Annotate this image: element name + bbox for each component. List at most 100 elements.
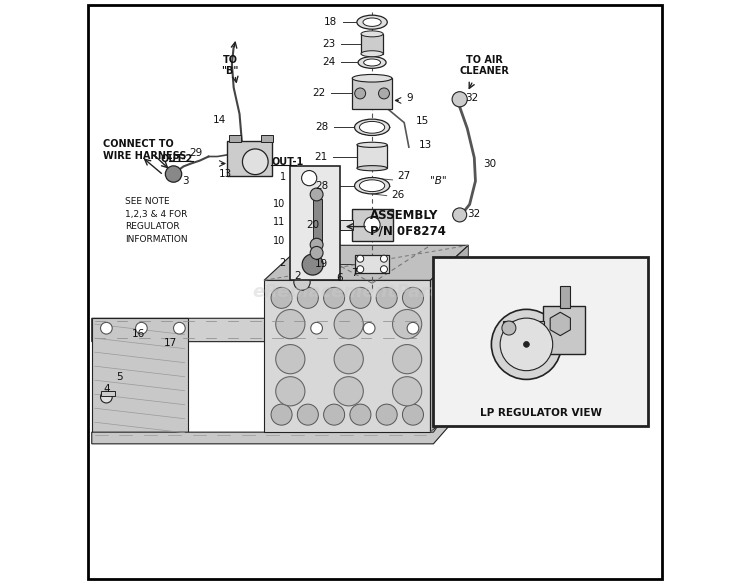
Text: TO AIR
CLEANER: TO AIR CLEANER — [460, 55, 510, 76]
Text: 23: 23 — [322, 39, 335, 49]
Circle shape — [452, 92, 467, 107]
Circle shape — [323, 287, 345, 308]
Circle shape — [276, 377, 305, 406]
Text: 10: 10 — [274, 199, 286, 210]
Bar — [227, 141, 272, 176]
Bar — [261, 135, 273, 142]
Bar — [100, 391, 115, 396]
Circle shape — [302, 171, 316, 186]
Polygon shape — [430, 245, 469, 432]
Text: 11: 11 — [274, 217, 286, 227]
Ellipse shape — [364, 59, 380, 66]
Circle shape — [403, 287, 424, 308]
Circle shape — [100, 391, 112, 403]
Polygon shape — [264, 280, 430, 432]
Circle shape — [380, 255, 388, 262]
Bar — [433, 257, 648, 426]
Circle shape — [364, 217, 380, 233]
Circle shape — [355, 88, 366, 99]
Text: 28: 28 — [315, 180, 328, 191]
Text: 5: 5 — [116, 371, 122, 382]
Polygon shape — [92, 403, 454, 444]
Text: 27: 27 — [398, 171, 410, 182]
Circle shape — [310, 322, 322, 334]
Bar — [352, 209, 392, 241]
Text: 30: 30 — [483, 158, 496, 169]
Circle shape — [392, 377, 422, 406]
Text: 7: 7 — [351, 268, 358, 279]
Circle shape — [294, 274, 310, 290]
Text: 3: 3 — [182, 176, 188, 186]
Text: 29: 29 — [190, 148, 202, 158]
Circle shape — [334, 377, 363, 406]
Polygon shape — [264, 245, 469, 280]
Bar — [352, 78, 392, 109]
Text: 1: 1 — [280, 172, 286, 182]
Text: OUT-1: OUT-1 — [271, 157, 303, 168]
Ellipse shape — [357, 142, 387, 147]
Circle shape — [310, 246, 323, 259]
Ellipse shape — [352, 75, 392, 82]
Bar — [543, 307, 585, 354]
Circle shape — [376, 404, 398, 425]
Circle shape — [334, 345, 363, 374]
Ellipse shape — [363, 18, 381, 26]
Text: 2: 2 — [295, 270, 302, 281]
Circle shape — [379, 88, 389, 99]
Bar — [340, 220, 352, 230]
Ellipse shape — [355, 178, 389, 194]
Circle shape — [165, 166, 182, 182]
Text: 17: 17 — [164, 338, 177, 349]
Circle shape — [302, 254, 323, 275]
Polygon shape — [290, 166, 340, 280]
Circle shape — [357, 255, 364, 262]
Circle shape — [271, 404, 292, 425]
Text: 2: 2 — [280, 258, 286, 268]
Circle shape — [407, 322, 419, 334]
Text: 6: 6 — [337, 273, 344, 283]
Polygon shape — [92, 318, 188, 435]
Bar — [313, 199, 322, 242]
Bar — [361, 34, 383, 54]
Text: ASSEMBLY
P/N 0F8274: ASSEMBLY P/N 0F8274 — [370, 209, 446, 237]
Circle shape — [242, 149, 268, 175]
Ellipse shape — [358, 57, 386, 68]
Text: LP REGULATOR VIEW: LP REGULATOR VIEW — [480, 408, 602, 419]
Circle shape — [310, 238, 323, 251]
Text: 32: 32 — [466, 93, 478, 103]
Ellipse shape — [359, 121, 385, 133]
Circle shape — [392, 310, 422, 339]
Text: 9: 9 — [406, 93, 412, 103]
Ellipse shape — [357, 15, 387, 29]
Circle shape — [376, 287, 398, 308]
Circle shape — [100, 322, 112, 334]
Ellipse shape — [361, 51, 383, 57]
Text: 28: 28 — [315, 122, 328, 133]
Text: SEE NOTE
1,2,3 & 4 FOR
REGULATOR
INFORMATION: SEE NOTE 1,2,3 & 4 FOR REGULATOR INFORMA… — [125, 197, 188, 244]
Ellipse shape — [361, 31, 383, 37]
Bar — [560, 286, 570, 308]
Circle shape — [502, 321, 516, 335]
Text: 19: 19 — [315, 259, 328, 269]
Circle shape — [271, 287, 292, 308]
Text: 16: 16 — [132, 329, 145, 339]
Text: 26: 26 — [392, 190, 404, 200]
Circle shape — [350, 287, 371, 308]
Text: eReplacementParts.com: eReplacementParts.com — [253, 283, 497, 301]
Polygon shape — [92, 286, 454, 342]
Circle shape — [500, 318, 553, 371]
Ellipse shape — [357, 166, 387, 171]
Text: 22: 22 — [312, 88, 326, 99]
Circle shape — [524, 342, 530, 347]
Circle shape — [491, 310, 562, 380]
Text: 4: 4 — [103, 384, 110, 394]
Bar — [357, 145, 387, 168]
Bar — [356, 255, 389, 273]
Circle shape — [380, 266, 388, 273]
Text: 14: 14 — [213, 114, 226, 125]
Text: "B": "B" — [430, 176, 446, 186]
Text: 24: 24 — [322, 57, 335, 68]
Circle shape — [136, 322, 147, 334]
Bar — [229, 135, 241, 142]
Text: 10: 10 — [274, 236, 286, 246]
